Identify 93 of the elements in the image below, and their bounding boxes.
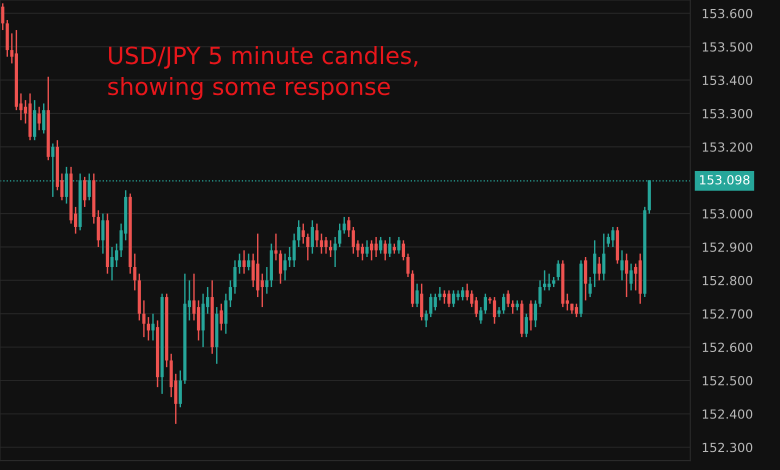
candlestick: [620, 250, 624, 282]
y-tick-label: 152.600: [702, 342, 752, 352]
candlestick: [306, 232, 310, 262]
candlestick: [552, 276, 556, 288]
candlestick: [511, 300, 514, 314]
candlestick: [142, 300, 146, 338]
candlestick: [238, 252, 242, 274]
y-tick-label: 152.400: [702, 409, 752, 419]
candlestick: [542, 270, 546, 292]
candlestick: [479, 306, 482, 324]
candlestick: [406, 252, 410, 278]
candlestick: [424, 310, 428, 328]
candlestick: [96, 210, 100, 248]
candlestick: [233, 260, 237, 294]
candlestick: [442, 290, 446, 304]
y-tick-label: 153.300: [702, 108, 752, 118]
candlestick: [529, 300, 533, 332]
candlestick: [588, 276, 592, 298]
candlestick: [310, 220, 314, 254]
candlestick: [365, 240, 369, 258]
y-tick-label: 152.300: [702, 442, 752, 452]
y-tick-label: 152.900: [702, 242, 752, 252]
candlestick: [1, 2, 4, 31]
candlestick: [388, 236, 392, 258]
candlestick: [379, 236, 382, 254]
candlestick: [224, 293, 228, 334]
y-tick-label: 152.800: [702, 276, 752, 286]
candlestick: [630, 262, 633, 292]
candlestick: [265, 266, 268, 294]
candlestick: [392, 242, 396, 254]
candlestick: [42, 102, 46, 134]
candlestick: [320, 232, 324, 254]
candlestick: [297, 220, 300, 248]
candlestick: [420, 283, 424, 322]
candlestick: [178, 370, 182, 408]
y-tick-label: 153.200: [702, 142, 752, 152]
candlestick: [506, 290, 510, 308]
candlestick: [196, 300, 200, 342]
candlestick: [574, 303, 578, 318]
candlestick: [228, 280, 232, 308]
candlestick: [593, 240, 596, 288]
candlestick: [324, 236, 328, 254]
candlestick: [570, 303, 574, 314]
candlestick: [492, 296, 496, 324]
candlestick: [242, 250, 246, 274]
candlestick: [347, 216, 350, 238]
candlestick: [598, 256, 601, 282]
candlestick: [283, 252, 287, 282]
y-tick-label: 153.400: [702, 76, 752, 86]
candlestick: [110, 246, 114, 282]
candlestick: [502, 293, 506, 314]
candlestick: [151, 313, 155, 342]
ref-line-label: 153.098: [700, 175, 750, 185]
candlestick: [247, 252, 250, 272]
candlestick: [516, 300, 519, 312]
candlestick: [452, 290, 456, 308]
candlestick: [278, 250, 282, 284]
candlestick: [456, 290, 460, 302]
candlestick: [133, 252, 136, 292]
candlestick: [447, 290, 451, 308]
candlestick: [342, 216, 346, 234]
y-tick-label: 152.700: [702, 309, 752, 319]
candlestick: [338, 222, 342, 248]
y-tick-label: 153.600: [702, 8, 752, 18]
candlestick: [220, 303, 223, 332]
candlestick: [360, 242, 364, 262]
candlestick: [624, 252, 628, 298]
candlestick: [328, 240, 332, 258]
candlestick: [101, 212, 104, 254]
candlestick: [370, 240, 374, 262]
candlestick: [114, 242, 118, 268]
y-tick-label: 153.000: [702, 209, 752, 219]
candlestick: [484, 293, 487, 314]
candlestick: [534, 300, 538, 328]
y-tick-label: 152.500: [702, 376, 752, 386]
candlestick: [38, 106, 41, 131]
candlestick: [384, 240, 387, 262]
candlestick: [83, 176, 86, 208]
candlestick: [315, 222, 319, 248]
candlestick: [416, 283, 419, 308]
candlestick: [602, 232, 606, 282]
candlestick: [524, 313, 528, 338]
annotation: USD/JPY 5 minute candles, showing some response: [108, 46, 418, 100]
candlestick: [438, 286, 442, 302]
candlestick: [584, 256, 588, 302]
candlestick: [556, 260, 560, 282]
y-tick-label: 153.500: [702, 42, 752, 52]
candlestick: [538, 280, 542, 308]
candlestick: [334, 236, 337, 268]
candlestick: [146, 316, 150, 342]
candlestick: [397, 236, 400, 254]
candlestick: [302, 222, 305, 244]
candlestick: [402, 240, 406, 262]
